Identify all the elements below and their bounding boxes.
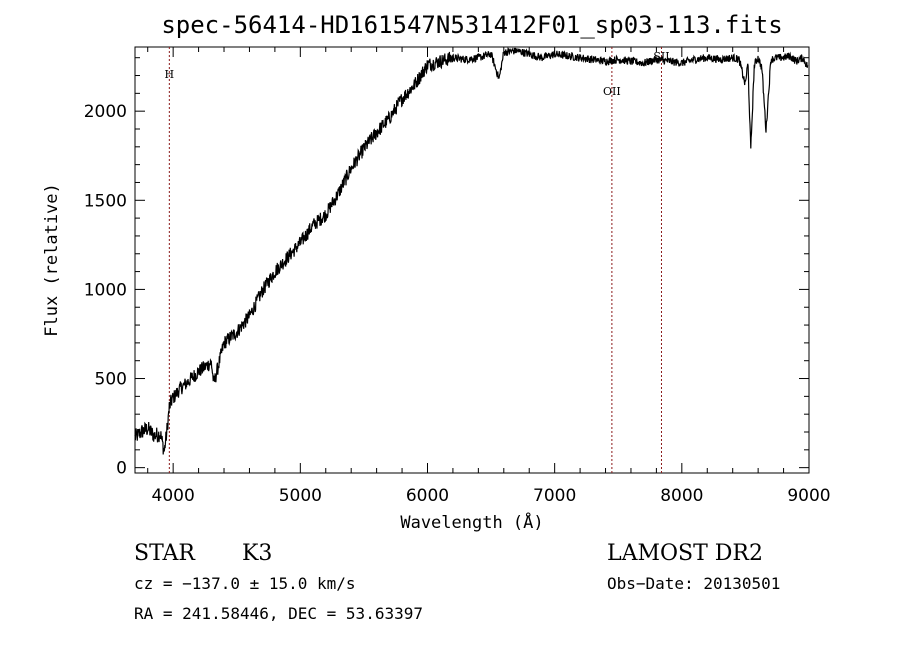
coordinates: RA = 241.58446, DEC = 53.63397 — [134, 604, 423, 623]
x-tick-label: 5000 — [279, 486, 322, 506]
y-tick-label: 1500 — [84, 191, 127, 211]
spectral-line-label: OII — [603, 85, 621, 98]
y-tick-label: 0 — [116, 459, 127, 479]
y-tick-label: 1000 — [84, 280, 127, 300]
x-axis-label: Wavelength (Å) — [400, 511, 543, 533]
x-axis: 4000 5000 6000 7000 8000 9000 — [147, 47, 831, 506]
x-tick-label: 9000 — [787, 486, 830, 506]
y-axis-label: Flux (relative) — [42, 183, 62, 337]
plot-frame — [134, 46, 810, 474]
object-subclass: K3 — [242, 541, 272, 566]
x-tick-label: 7000 — [533, 486, 576, 506]
object-class: STAR — [134, 541, 196, 566]
spectral-line-label: H — [165, 68, 175, 81]
observation-date: Obs−Date: 20130501 — [607, 574, 780, 593]
y-tick-label: 2000 — [84, 102, 127, 122]
chart-title: spec-56414-HD161547N531412F01_sp03-113.f… — [161, 11, 782, 39]
redshift-cz: cz = −137.0 ± 15.0 km/s — [134, 574, 356, 593]
series-line-flux — [134, 47, 809, 455]
x-tick-label: 6000 — [406, 486, 449, 506]
x-tick-label: 8000 — [660, 486, 703, 506]
survey-name: LAMOST DR2 — [607, 541, 763, 566]
y-tick-label: 500 — [95, 370, 127, 390]
y-axis: 0 500 1000 1500 2000 — [84, 57, 809, 479]
x-tick-label: 4000 — [152, 486, 195, 506]
